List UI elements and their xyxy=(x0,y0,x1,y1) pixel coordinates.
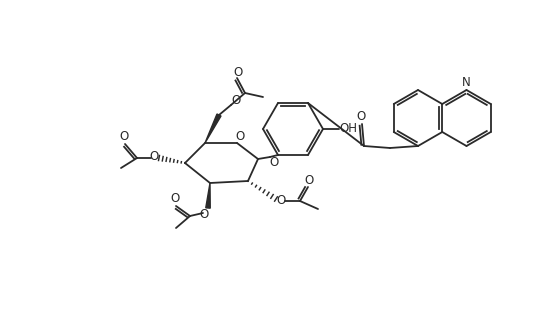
Text: O: O xyxy=(234,66,242,78)
Text: O: O xyxy=(235,129,245,142)
Text: O: O xyxy=(119,131,129,143)
Polygon shape xyxy=(206,183,210,208)
Text: O: O xyxy=(305,174,314,188)
Text: OH: OH xyxy=(339,123,357,136)
Text: O: O xyxy=(150,151,158,164)
Polygon shape xyxy=(205,114,221,143)
Text: O: O xyxy=(231,94,241,106)
Text: O: O xyxy=(269,156,279,169)
Text: O: O xyxy=(170,193,180,206)
Text: O: O xyxy=(277,194,286,207)
Text: O: O xyxy=(199,208,209,221)
Text: O: O xyxy=(356,110,366,123)
Text: N: N xyxy=(462,77,471,90)
